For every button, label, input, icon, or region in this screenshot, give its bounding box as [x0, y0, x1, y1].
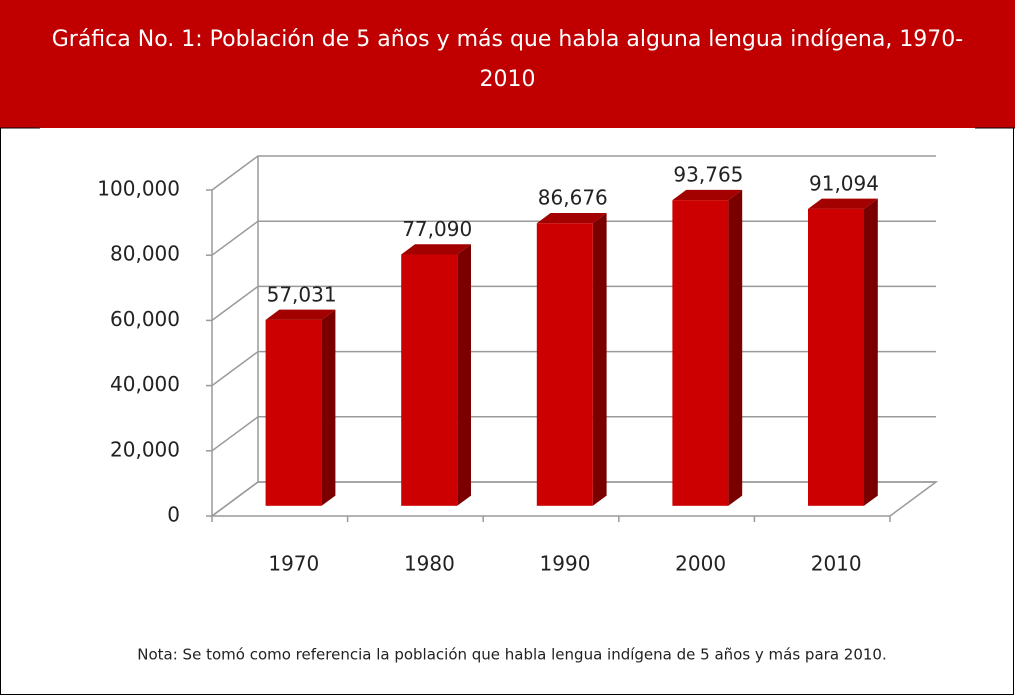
bar	[265, 319, 322, 506]
x-tick-label: 1980	[404, 552, 455, 576]
chart-title: Gráfica No. 1: Población de 5 años y más…	[51, 27, 964, 92]
bar-top	[808, 198, 878, 209]
y-tick-label: 60,000	[110, 307, 180, 331]
bar-side	[864, 198, 878, 506]
value-label: 91,094	[809, 171, 879, 195]
bar-side	[728, 189, 743, 506]
title-box: Gráfica No. 1: Población de 5 años y más…	[51, 27, 964, 92]
value-label: 93,765	[673, 163, 743, 187]
bar-top	[401, 244, 471, 255]
y-tick-label: 0	[167, 503, 180, 527]
y-tick-label: 40,000	[110, 372, 180, 396]
y-tick-label: 100,000	[97, 177, 180, 201]
x-tick-label: 1990	[540, 552, 591, 576]
value-label: 57,031	[267, 282, 337, 306]
bar-side	[592, 213, 607, 506]
y-tick-label: 80,000	[110, 242, 180, 266]
y-tick-label: 20,000	[110, 437, 180, 461]
x-tick-label: 1970	[268, 552, 319, 576]
bar	[808, 208, 864, 506]
value-label: 86,676	[538, 186, 608, 210]
bar	[672, 200, 729, 506]
bar-top	[672, 189, 743, 201]
bar	[536, 223, 593, 506]
x-tick-label: 2000	[675, 552, 726, 576]
bar-top	[265, 309, 336, 320]
header-band	[0, 0, 1015, 128]
x-tick-label: 2010	[811, 552, 862, 576]
value-label: 77,090	[402, 217, 472, 241]
bar-side	[457, 244, 471, 506]
bar-top	[536, 213, 607, 224]
note: Nota: Se tomó como referencia la poblaci…	[137, 646, 886, 664]
bar-side	[321, 309, 336, 506]
grid-line	[211, 155, 936, 191]
bar	[401, 254, 458, 506]
